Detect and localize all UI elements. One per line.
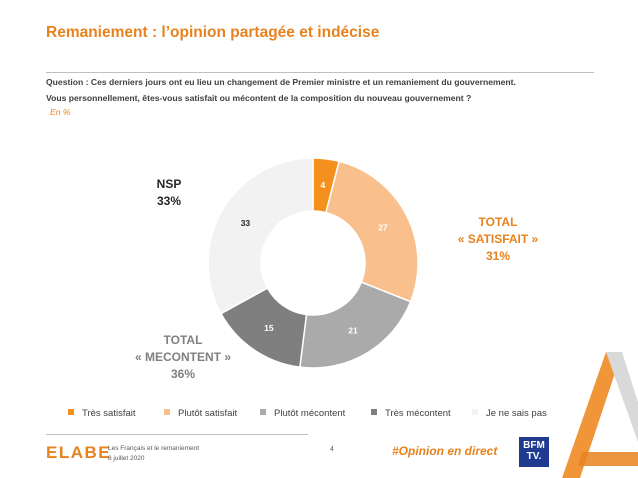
page-number: 4 xyxy=(330,446,334,453)
total-satisfait-label-2: « SATISFAIT » xyxy=(457,232,539,246)
legend-item-je-ne-sais-pas: Je ne sais pas xyxy=(472,408,547,419)
data-label-plutot-satisfait: 27 xyxy=(378,222,388,232)
donut-slice-plutot-satisfait xyxy=(325,160,419,303)
legend-item-plutot-mecontent: Plutôt mécontent xyxy=(260,408,345,419)
total-mecontent-callout: TOTAL « MECONTENT » 36% xyxy=(118,332,248,383)
elabe-a-graphic-icon xyxy=(562,352,638,478)
legend-label: Très mécontent xyxy=(385,408,451,419)
total-mecontent-label-2: « MECONTENT » xyxy=(134,350,231,364)
legend-swatch xyxy=(68,409,74,415)
question-line-1: Question : Ces derniers jours ont eu lie… xyxy=(46,77,516,87)
nsp-label: NSP xyxy=(156,177,182,191)
legend-label: Très satisfait xyxy=(82,408,136,419)
question-line-2: Vous personnellement, êtes-vous satisfai… xyxy=(46,93,472,103)
total-mecontent-value: 36% xyxy=(170,367,196,381)
footer-divider xyxy=(46,434,308,435)
data-label-plutot-mecontent: 21 xyxy=(348,326,358,336)
legend-swatch xyxy=(371,409,377,415)
total-mecontent-label-1: TOTAL xyxy=(163,333,203,347)
footer-date: 8 juillet 2020 xyxy=(108,455,145,462)
legend-label: Je ne sais pas xyxy=(486,408,547,419)
donut-chart: 4 27 21 15 33 xyxy=(207,157,419,369)
elabe-logo: ELABE xyxy=(46,443,112,462)
total-satisfait-label-1: TOTAL xyxy=(478,215,518,229)
total-satisfait-callout: TOTAL « SATISFAIT » 31% xyxy=(448,214,548,265)
bfm-logo-line-1: BFM xyxy=(523,440,545,451)
legend-swatch xyxy=(260,409,266,415)
legend-item-tres-mecontent: Très mécontent xyxy=(371,408,451,419)
data-label-je-ne-sais-pas: 33 xyxy=(241,218,251,228)
legend-label: Plutôt satisfait xyxy=(178,408,238,419)
legend-swatch xyxy=(164,409,170,415)
donut-slice-je-ne-sais-pas xyxy=(207,157,314,315)
nsp-value: 33% xyxy=(156,194,182,208)
total-satisfait-value: 31% xyxy=(485,249,511,263)
footer-study-title: Les Français et le remaniement xyxy=(108,445,200,452)
data-label-tres-mecontent: 15 xyxy=(264,323,274,333)
hashtag: #Opinion en direct xyxy=(392,444,498,458)
legend-swatch xyxy=(472,409,478,415)
header-divider xyxy=(46,72,594,73)
bfmtv-logo: BFM TV. xyxy=(519,437,549,467)
bfm-logo-line-2: TV. xyxy=(526,451,542,462)
legend-label: Plutôt mécontent xyxy=(274,408,346,419)
legend-item-tres-satisfait: Très satisfait xyxy=(68,408,136,419)
data-label-tres-satisfait: 4 xyxy=(320,180,325,190)
legend-item-plutot-satisfait: Plutôt satisfait xyxy=(164,408,237,419)
unit-label: En % xyxy=(50,107,71,117)
page-title: Remaniement : l’opinion partagée et indé… xyxy=(46,24,380,41)
nsp-callout: NSP 33% xyxy=(140,176,198,210)
donut-slice-plutot-mecontent xyxy=(299,281,412,369)
